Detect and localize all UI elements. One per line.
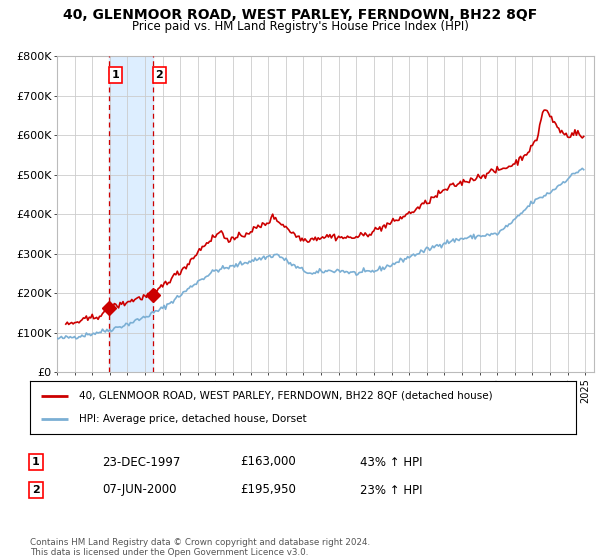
Text: Price paid vs. HM Land Registry's House Price Index (HPI): Price paid vs. HM Land Registry's House … bbox=[131, 20, 469, 32]
Bar bbox=[109, 56, 153, 372]
Text: 23-DEC-1997: 23-DEC-1997 bbox=[102, 455, 181, 469]
Text: 40, GLENMOOR ROAD, WEST PARLEY, FERNDOWN, BH22 8QF: 40, GLENMOOR ROAD, WEST PARLEY, FERNDOWN… bbox=[63, 8, 537, 22]
Text: £163,000: £163,000 bbox=[240, 455, 296, 469]
Text: HPI: Average price, detached house, Dorset: HPI: Average price, detached house, Dors… bbox=[79, 414, 307, 424]
Text: 40, GLENMOOR ROAD, WEST PARLEY, FERNDOWN, BH22 8QF (detached house): 40, GLENMOOR ROAD, WEST PARLEY, FERNDOWN… bbox=[79, 391, 493, 401]
Text: 1: 1 bbox=[32, 457, 40, 467]
Text: 2: 2 bbox=[32, 485, 40, 495]
Text: £195,950: £195,950 bbox=[240, 483, 296, 497]
Text: 2: 2 bbox=[155, 70, 163, 80]
Text: 23% ↑ HPI: 23% ↑ HPI bbox=[360, 483, 422, 497]
Text: 07-JUN-2000: 07-JUN-2000 bbox=[102, 483, 176, 497]
Text: Contains HM Land Registry data © Crown copyright and database right 2024.
This d: Contains HM Land Registry data © Crown c… bbox=[30, 538, 370, 557]
Text: 43% ↑ HPI: 43% ↑ HPI bbox=[360, 455, 422, 469]
Text: 1: 1 bbox=[112, 70, 119, 80]
